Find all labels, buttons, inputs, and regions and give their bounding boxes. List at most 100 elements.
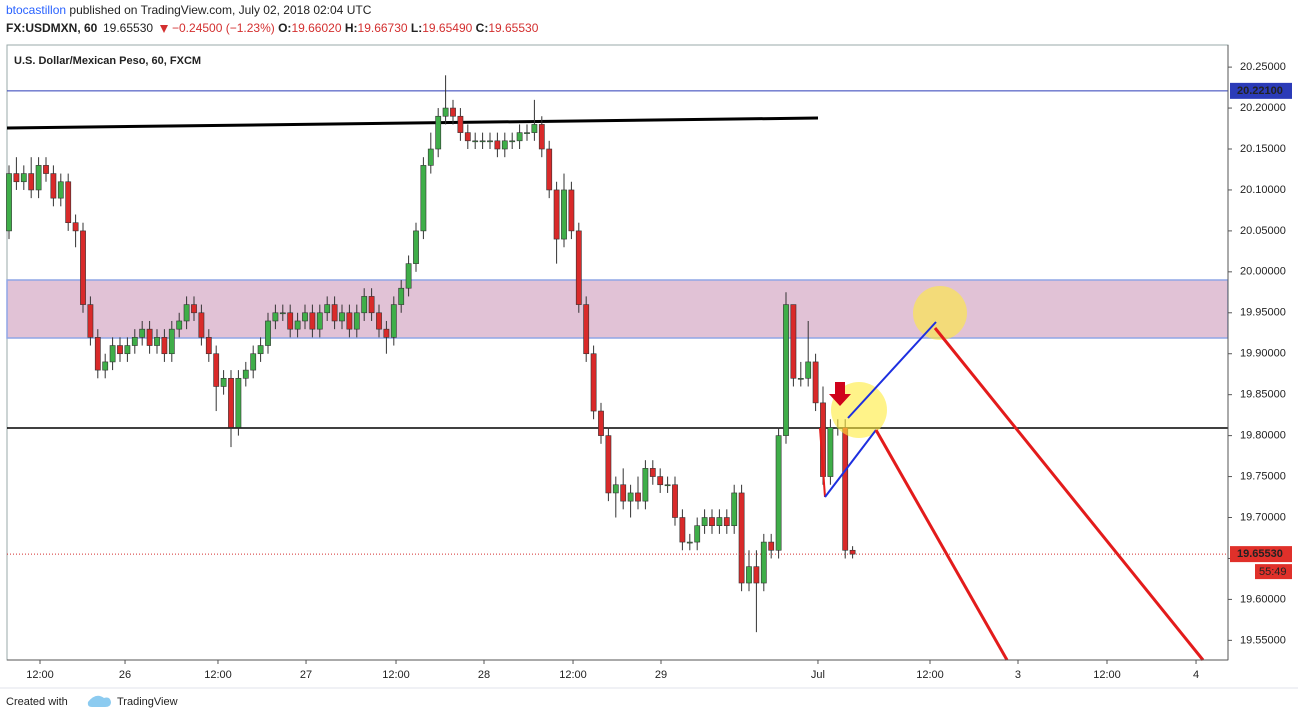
- candle-body: [494, 140, 501, 150]
- ohlc-key: L:: [411, 21, 422, 35]
- candle-body: [627, 492, 634, 502]
- y-tick-label: 19.80000: [1240, 430, 1286, 442]
- candle-body: [553, 189, 560, 240]
- candle-body: [635, 492, 641, 502]
- candle-body: [242, 369, 249, 379]
- ohlc-value: 19.65490: [422, 21, 472, 35]
- candle-body: [20, 173, 27, 183]
- candle-body: [775, 435, 782, 551]
- x-tick-label: 12:00: [559, 669, 587, 681]
- candle-body: [316, 312, 323, 330]
- candle-body: [583, 304, 590, 355]
- candle-body: [427, 148, 434, 166]
- candle-body: [701, 517, 708, 526]
- symbol: FX:USDMXN, 60: [6, 21, 98, 35]
- candle-body: [487, 140, 493, 143]
- candle-body: [146, 328, 153, 346]
- candle-body: [43, 165, 49, 174]
- candle-body: [790, 304, 797, 379]
- candle-body: [191, 304, 197, 314]
- blue-projection: [824, 429, 877, 498]
- candle-body: [28, 173, 35, 191]
- x-tick-label: 12:00: [26, 669, 54, 681]
- candle-body: [672, 484, 678, 518]
- candle-body: [642, 468, 649, 502]
- candle-body: [309, 312, 316, 330]
- candle-body: [265, 320, 271, 346]
- candle-body: [524, 132, 530, 134]
- x-tick-label: 4: [1193, 669, 1199, 681]
- candle-body: [102, 361, 109, 371]
- candle-body: [250, 353, 257, 371]
- candle-body: [257, 345, 264, 355]
- countdown-label: 55:49: [1259, 566, 1287, 578]
- author[interactable]: btocastillon: [6, 3, 66, 17]
- down-arrow-icon: [160, 25, 168, 33]
- red-projection: [819, 427, 826, 498]
- symbol-line: FX:USDMXN, 60: [6, 21, 98, 35]
- x-tick-label: 28: [478, 669, 490, 681]
- y-tick-label: 20.20000: [1240, 102, 1286, 114]
- candle-body: [168, 328, 175, 355]
- candle-body: [405, 263, 412, 289]
- footer-brand[interactable]: TradingView: [117, 696, 178, 708]
- y-tick-label: 20.25000: [1240, 61, 1286, 73]
- highlight-circle: [913, 286, 967, 340]
- y-tick-label: 19.70000: [1240, 511, 1286, 523]
- candle-body: [457, 115, 464, 133]
- trend-line: [6, 116, 819, 130]
- candle-body: [620, 484, 627, 502]
- y-tick-label: 19.60000: [1240, 593, 1286, 605]
- x-tick-label: 12:00: [204, 669, 232, 681]
- candle-body: [80, 230, 86, 305]
- candle-body: [753, 566, 760, 584]
- ohlc-value: 19.65530: [488, 21, 538, 35]
- candle-body: [302, 312, 308, 322]
- candle-body: [827, 427, 834, 477]
- candle-body: [849, 549, 856, 555]
- candle-body: [612, 484, 619, 494]
- candle-body: [768, 541, 775, 551]
- candle-body: [139, 328, 146, 338]
- y-tick-label: 19.55000: [1240, 634, 1286, 646]
- candle-body: [279, 312, 286, 315]
- candle-body: [598, 410, 604, 436]
- header-line: btocastillon published on TradingView.co…: [6, 3, 372, 17]
- candle-body: [198, 312, 205, 338]
- x-tick-label: 29: [655, 669, 667, 681]
- candle-body: [760, 541, 767, 584]
- chart-title: U.S. Dollar/Mexican Peso, 60, FXCM: [14, 55, 201, 67]
- y-tick-label: 20.05000: [1240, 225, 1286, 237]
- candle-body: [546, 148, 553, 191]
- candle-body: [649, 468, 656, 477]
- last-price-tag: [1230, 546, 1292, 563]
- candle-body: [109, 345, 116, 363]
- ohlc-value: 19.66020: [291, 21, 341, 35]
- candle-body: [376, 312, 382, 330]
- candle-body: [605, 435, 612, 494]
- candle-body: [420, 165, 427, 232]
- candle-body: [235, 377, 242, 428]
- candle-body: [723, 517, 730, 526]
- candle-body: [228, 377, 234, 428]
- candle-body: [435, 115, 442, 150]
- x-tick-label: 27: [300, 669, 312, 681]
- candle-body: [694, 525, 701, 543]
- candle-body: [472, 140, 479, 143]
- candle-body: [575, 230, 582, 305]
- candle-body: [72, 222, 79, 232]
- candle-body: [368, 296, 375, 314]
- candle-body: [13, 173, 20, 183]
- candle-body: [50, 173, 57, 199]
- candle-body: [664, 484, 671, 487]
- sell-arrow-icon: [829, 382, 851, 406]
- x-tick-label: 12:00: [916, 669, 944, 681]
- footer-text: Created with: [6, 696, 68, 708]
- candles: [6, 75, 856, 633]
- candle-body: [339, 312, 345, 322]
- candle-body: [220, 377, 227, 387]
- candle-body: [124, 345, 131, 355]
- ohlc-key: H:: [345, 21, 358, 35]
- ohlc-value: 19.66730: [358, 21, 408, 35]
